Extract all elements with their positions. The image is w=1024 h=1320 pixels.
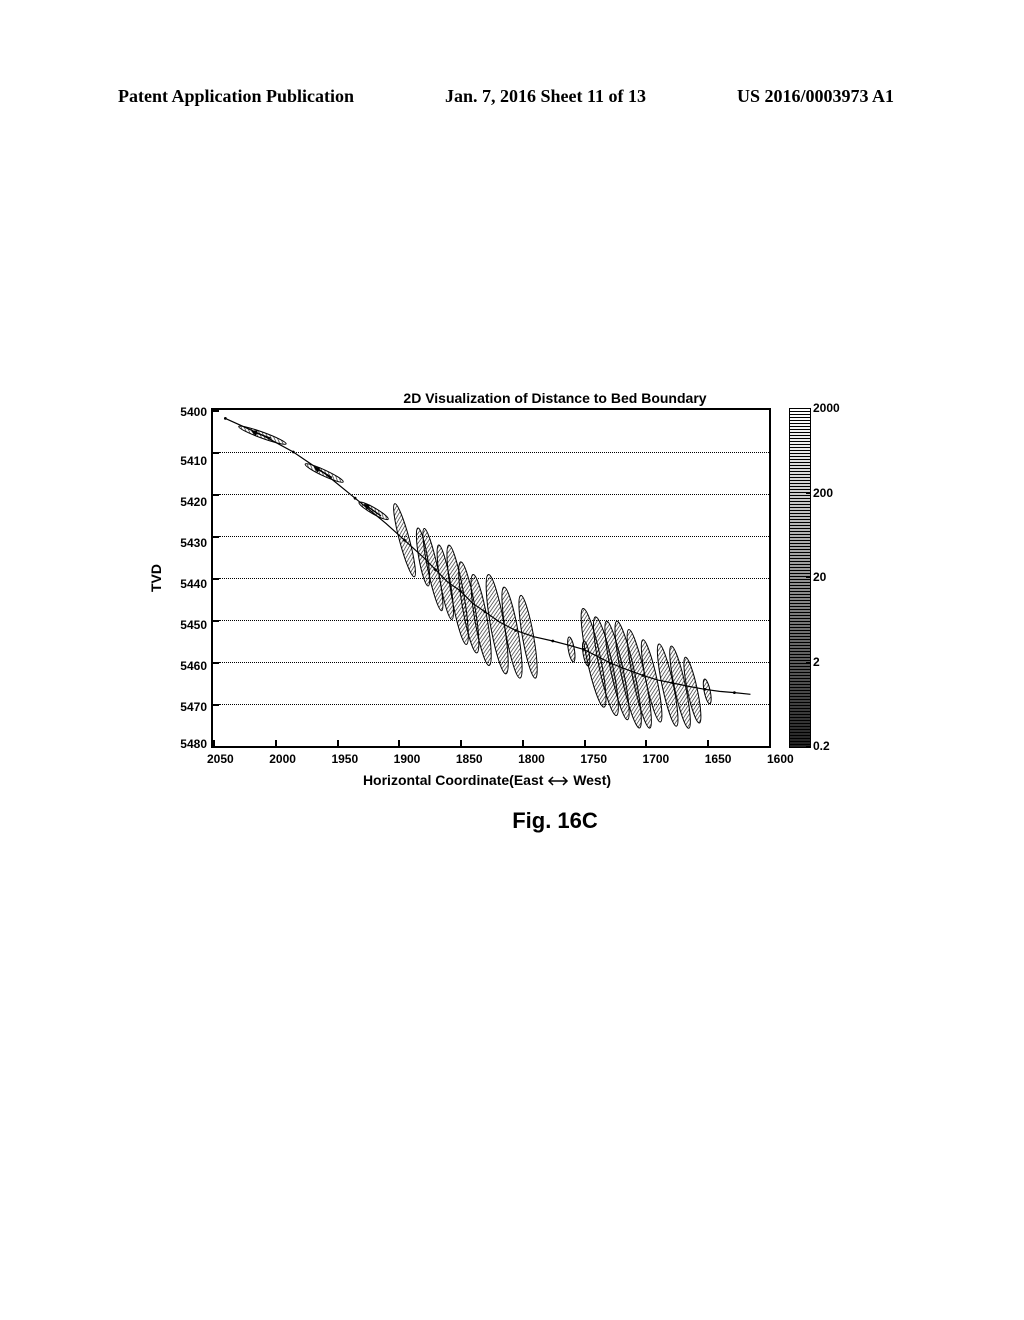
y-tick: 5460: [167, 660, 207, 672]
plot-area: [211, 408, 771, 748]
page-header: Patent Application Publication Jan. 7, 2…: [0, 86, 1024, 107]
y-tick: 5410: [167, 455, 207, 467]
x-tick-labels: 2050200019501900185018001750170016501600: [207, 752, 767, 766]
header-mid: Jan. 7, 2016 Sheet 11 of 13: [354, 86, 737, 107]
figure-wrap: 2D Visualization of Distance to Bed Boun…: [145, 390, 905, 834]
gridline-h: [219, 620, 769, 621]
x-axis-label: Horizontal Coordinate(East West): [207, 772, 767, 788]
y-tick: 5400: [167, 406, 207, 418]
y-tick: 5420: [167, 496, 207, 508]
y-tick: 5470: [167, 701, 207, 713]
colorbar-tick: 20: [813, 571, 826, 583]
colorbar-tick: 2000: [813, 402, 840, 414]
y-tick: 5440: [167, 578, 207, 590]
gridline-h: [219, 536, 769, 537]
colorbar-tick: 0.2: [813, 740, 830, 752]
gridline-h: [219, 662, 769, 663]
header-right: US 2016/0003973 A1: [737, 86, 1024, 107]
chart-title: 2D Visualization of Distance to Bed Boun…: [205, 390, 905, 406]
gridline-h: [219, 452, 769, 453]
gridline-h: [219, 494, 769, 495]
colorbar: [789, 408, 811, 748]
figure-label: Fig. 16C: [205, 808, 905, 834]
gridline-h: [219, 578, 769, 579]
colorbar-tick: 200: [813, 487, 833, 499]
y-tick: 5450: [167, 619, 207, 631]
y-axis-label: TVD: [148, 564, 164, 592]
arrow-bidir-icon: [547, 776, 569, 786]
gridline-h: [219, 704, 769, 705]
colorbar-ticks: 20002002020.2: [811, 408, 851, 748]
colorbar-column: 20002002020.2: [789, 408, 859, 748]
colorbar-tick: 2: [813, 656, 820, 668]
y-tick: 5430: [167, 537, 207, 549]
header-left: Patent Application Publication: [0, 86, 354, 107]
y-tick-labels: 5400 5410 5420 5430 5440 5450 5460 5470 5480: [167, 408, 211, 748]
y-label-wrap: TVD: [145, 408, 167, 748]
y-tick: 5480: [167, 738, 207, 750]
